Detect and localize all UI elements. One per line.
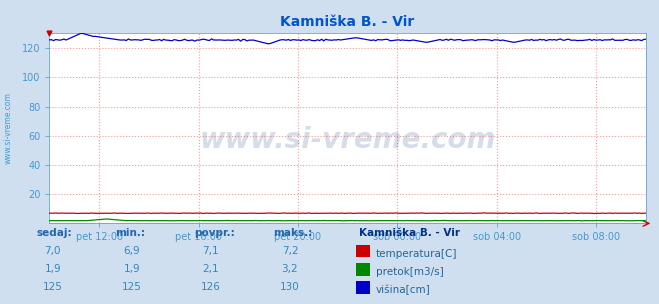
Text: 7,0: 7,0 [44,246,61,256]
Text: pretok[m3/s]: pretok[m3/s] [376,267,444,277]
Text: www.si-vreme.com: www.si-vreme.com [3,92,13,164]
Title: Kamniška B. - Vir: Kamniška B. - Vir [281,16,415,29]
Text: temperatura[C]: temperatura[C] [376,249,457,259]
Text: 7,2: 7,2 [281,246,299,256]
Text: 6,9: 6,9 [123,246,140,256]
Text: 125: 125 [43,282,63,292]
Text: 7,1: 7,1 [202,246,219,256]
Text: 126: 126 [201,282,221,292]
Text: 3,2: 3,2 [281,264,299,274]
Text: min.:: min.: [115,228,146,238]
Text: 1,9: 1,9 [44,264,61,274]
Text: maks.:: maks.: [273,228,313,238]
Text: 125: 125 [122,282,142,292]
Text: 1,9: 1,9 [123,264,140,274]
Text: 130: 130 [280,282,300,292]
Text: www.si-vreme.com: www.si-vreme.com [200,126,496,154]
Text: povpr.:: povpr.: [194,228,235,238]
Text: Kamniška B. - Vir: Kamniška B. - Vir [359,228,460,238]
Text: višina[cm]: višina[cm] [376,285,430,295]
Text: sedaj:: sedaj: [36,228,72,238]
Text: 2,1: 2,1 [202,264,219,274]
